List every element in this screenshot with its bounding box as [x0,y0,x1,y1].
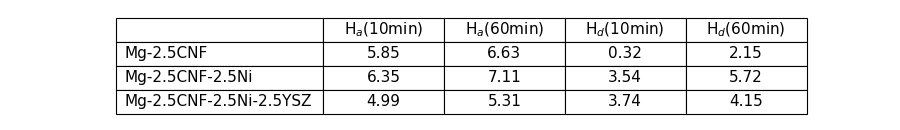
Text: 4.15: 4.15 [729,94,763,109]
Text: 2.15: 2.15 [729,46,763,61]
Bar [565,90,686,114]
Text: 6.63: 6.63 [487,46,521,61]
Bar [323,66,444,90]
Text: H$_d$(10min): H$_d$(10min) [586,20,665,39]
Bar [444,42,565,66]
Bar [565,18,686,42]
Text: H$_d$(60min): H$_d$(60min) [706,20,786,39]
Text: 3.74: 3.74 [608,94,643,109]
Bar [444,90,565,114]
Text: 6.35: 6.35 [366,70,400,85]
Text: 5.72: 5.72 [729,70,763,85]
Bar [444,66,565,90]
Bar [116,90,323,114]
Bar [565,42,686,66]
Text: 7.11: 7.11 [488,70,521,85]
Text: H$_a$(60min): H$_a$(60min) [464,20,544,39]
Text: H$_a$(10min): H$_a$(10min) [344,20,423,39]
Bar [565,66,686,90]
Text: 4.99: 4.99 [366,94,400,109]
Text: Mg-2.5CNF-2.5Ni-2.5YSZ: Mg-2.5CNF-2.5Ni-2.5YSZ [124,94,312,109]
Text: 5.31: 5.31 [488,94,521,109]
Bar [686,42,806,66]
Text: Mg-2.5CNF-2.5Ni: Mg-2.5CNF-2.5Ni [124,70,253,85]
Bar [116,66,323,90]
Bar [323,90,444,114]
Text: 3.54: 3.54 [608,70,643,85]
Text: Mg-2.5CNF: Mg-2.5CNF [124,46,208,61]
Text: 0.32: 0.32 [608,46,643,61]
Text: 5.85: 5.85 [366,46,400,61]
Bar [323,18,444,42]
Bar [686,18,806,42]
Bar [686,90,806,114]
Bar [444,18,565,42]
Bar [686,66,806,90]
Bar [116,42,323,66]
Bar [116,18,323,42]
Bar [323,42,444,66]
